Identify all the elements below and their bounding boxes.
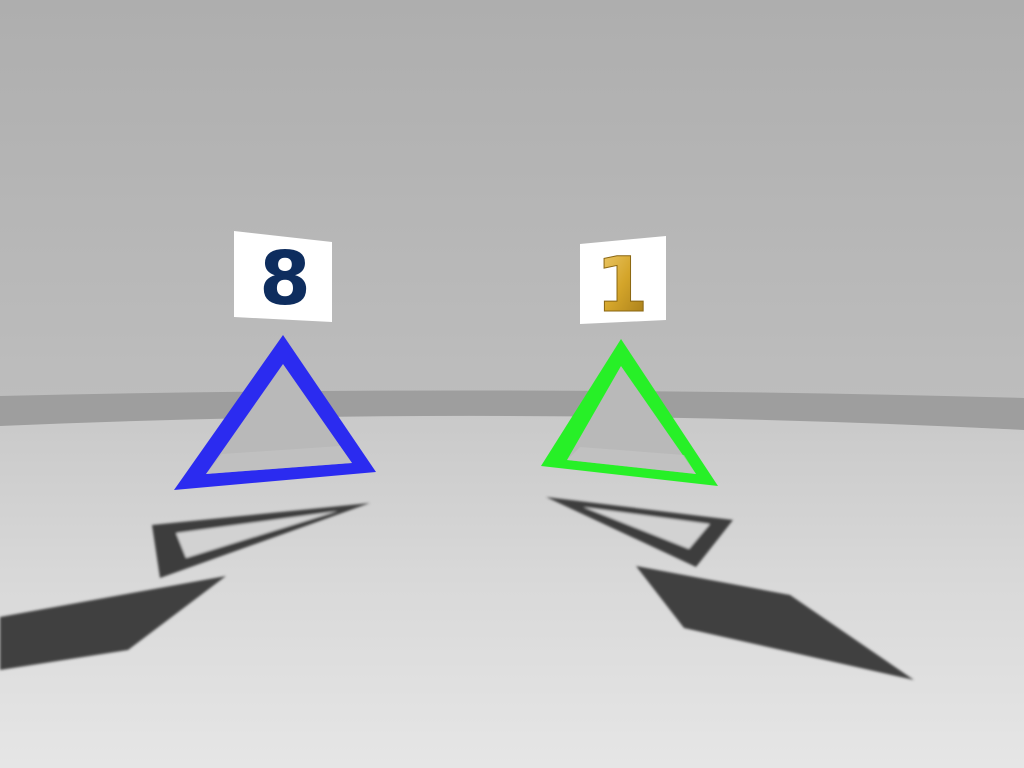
left-sign-number: 8 xyxy=(259,236,311,322)
right-sign-number: 1 xyxy=(596,240,649,329)
right-triangle-shadow xyxy=(546,497,733,567)
right-number-sign: 1 xyxy=(580,236,666,330)
back-wall xyxy=(0,0,1024,400)
left-number-sign: 8 xyxy=(234,231,332,322)
right-sign-shadow xyxy=(636,566,914,680)
blue-triangle xyxy=(174,335,376,490)
left-triangle-shadow xyxy=(152,503,370,578)
green-triangle xyxy=(541,339,718,486)
left-sign-shadow xyxy=(0,576,226,670)
floor xyxy=(0,415,1024,768)
